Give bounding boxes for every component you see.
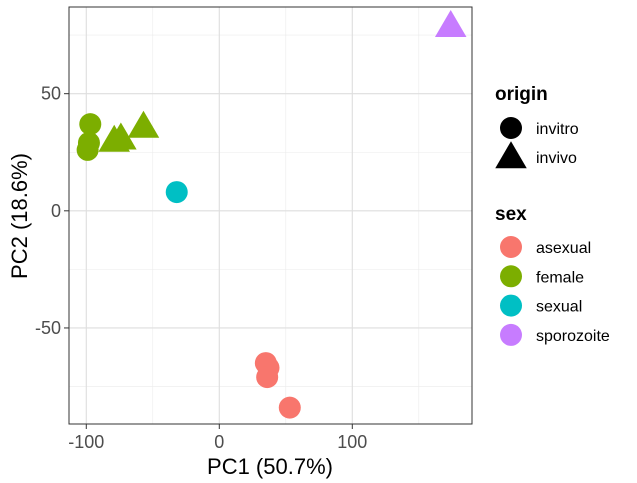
data-point-sexual-invitro [165,181,188,204]
x-axis-label: PC1 (50.7%) [207,454,333,479]
x-tick-label: -100 [68,432,104,452]
legend-origin-label: invitro [536,121,579,138]
points-layer [76,9,467,419]
legend-sex-label: asexual [536,240,591,257]
data-point-asexual-invitro [256,366,279,389]
data-point-female-invivo [98,124,130,152]
legend: origin sex invitro invivo asexual female sex… [495,84,610,346]
panel-border [68,6,473,425]
grid-layer [69,7,472,424]
legend-sex-label: sporozoite [536,328,610,345]
legend-sex-key-female [500,265,522,288]
y-tick-label: -50 [35,318,61,338]
y-tick-label: 0 [51,201,61,221]
legend-origin-title: origin [495,84,548,105]
legend-sex-label: female [536,269,584,286]
x-tick-label: 100 [337,432,367,452]
legend-sex-key-sexual [500,294,522,317]
legend-origin-label: invivo [536,150,577,167]
data-point-female-invivo [127,110,160,138]
data-point-female-invitro [79,113,102,136]
data-point-asexual-invitro [278,396,301,419]
y-axis-label: PC2 (18.6%) [7,153,32,279]
x-tick-label: 0 [214,432,224,452]
legend-sex-label: sexual [536,299,582,316]
legend-origin-key-invitro [500,117,522,139]
data-point-female-invitro [76,138,99,161]
axes-layer: -100 0 100 -50 0 50 [35,84,367,452]
legend-sex-key-asexual [500,236,522,258]
legend-origin-key-invivo [495,141,527,169]
data-point-sporozoite-invivo [434,9,467,37]
y-tick-label: 50 [41,84,61,104]
legend-sex-title: sex [495,204,527,225]
legend-sex-key-sporozoite [500,323,522,346]
